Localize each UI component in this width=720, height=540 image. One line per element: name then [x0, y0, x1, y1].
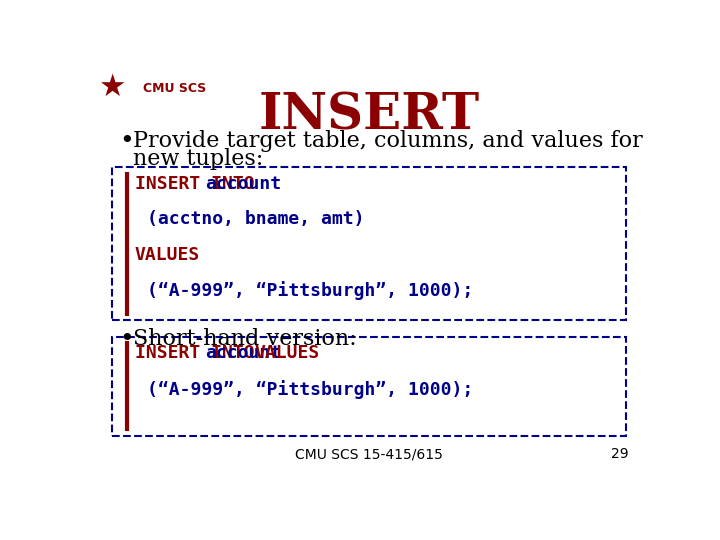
Text: (“A-999”, “Pittsburgh”, 1000);: (“A-999”, “Pittsburgh”, 1000); — [148, 281, 474, 300]
FancyBboxPatch shape — [112, 167, 626, 320]
Text: (“A-999”, “Pittsburgh”, 1000);: (“A-999”, “Pittsburgh”, 1000); — [148, 380, 474, 399]
Text: account: account — [204, 345, 281, 362]
Text: CMU SCS 15-415/615: CMU SCS 15-415/615 — [295, 447, 443, 461]
Text: ★: ★ — [98, 72, 125, 102]
Text: Provide target table, columns, and values for: Provide target table, columns, and value… — [132, 130, 642, 152]
Text: INSERT INTO: INSERT INTO — [135, 175, 255, 193]
FancyBboxPatch shape — [112, 336, 626, 436]
Text: new tuples:: new tuples: — [132, 148, 263, 170]
Text: (acctno, bname, amt): (acctno, bname, amt) — [148, 211, 365, 228]
Text: account: account — [204, 175, 281, 193]
Text: •: • — [120, 328, 134, 351]
Text: CMU SCS: CMU SCS — [143, 82, 206, 94]
Text: VALUES: VALUES — [254, 345, 320, 362]
Text: •: • — [120, 130, 134, 153]
Text: VALUES: VALUES — [135, 246, 200, 264]
Text: INSERT: INSERT — [258, 92, 480, 141]
Text: INSERT INTO: INSERT INTO — [135, 345, 255, 362]
Text: 29: 29 — [611, 447, 629, 461]
Text: Short-hand version:: Short-hand version: — [132, 328, 356, 350]
